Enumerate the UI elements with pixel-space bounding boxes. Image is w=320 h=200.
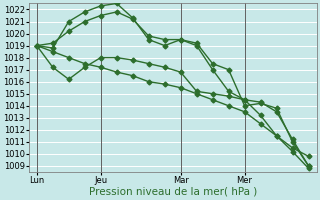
X-axis label: Pression niveau de la mer( hPa ): Pression niveau de la mer( hPa ) bbox=[89, 187, 257, 197]
